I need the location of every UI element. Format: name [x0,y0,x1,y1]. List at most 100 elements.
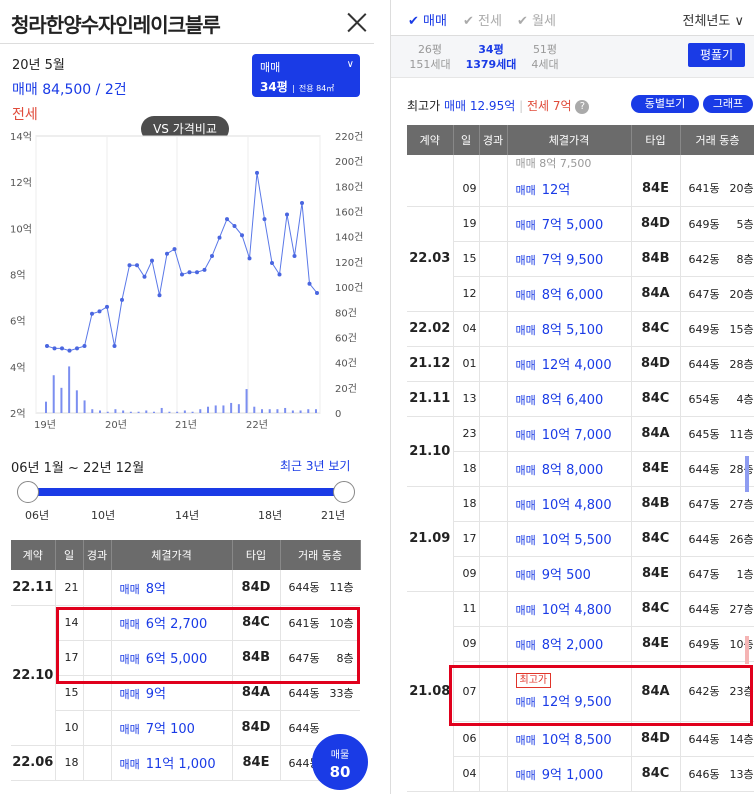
price-value: 8억 [145,581,166,597]
price-point [202,267,207,272]
volume-bar [114,409,117,413]
listings-fab[interactable]: 매물 80 [312,734,368,790]
table-row[interactable]: 21.11 13 매매 8억 6,400 84C 654동 4층 [407,381,754,417]
table-row[interactable]: 04 매매 9억 1,000 84C 646동 13층 [407,756,754,792]
dong-view-button[interactable]: 동별보기 [631,95,699,113]
contract-day: 13 [453,381,480,417]
table-row[interactable]: 22.02 04 매매 8억 5,100 84C 649동 15층 [407,311,754,347]
slider-tick: 10년 [91,509,116,522]
recent-3y-button[interactable]: 최근 3년 보기 [280,459,351,473]
deal-kind: 매매 [119,688,140,701]
volume-bar [168,411,171,413]
contract-day: 01 [453,346,480,382]
tab-jeonse[interactable]: ✔ 전세 [463,14,502,29]
pyeong-expand-button[interactable]: 평풀기 [688,43,745,67]
price-value: 7억 9,500 [541,253,604,268]
price-point [210,254,214,259]
contract-month: 22.06 [11,745,56,781]
dong: 647동 [288,651,320,665]
tab-monthly[interactable]: ✔ 월세 [517,14,556,29]
table-row[interactable]: 09 매매 8억 2,000 84E 649동 10층 [407,626,754,662]
unit-type: 84C [631,311,681,347]
col-header: 거래 동층 [280,540,361,570]
table-row-highest[interactable]: 07 최고가 매매 12억 9,500 84A 642동 23층 [407,661,754,722]
table-row[interactable]: 18 매매 8억 8,000 84E 644동 28층 [407,451,754,487]
range-slider-end-handle[interactable] [333,481,355,503]
volume-bar [268,409,271,413]
pyeong-tab-26[interactable]: 26평 151세대 [405,42,455,72]
table-row[interactable]: 06 매매 10억 8,500 84D 644동 14층 [407,721,754,757]
contract-day: 09 [453,556,480,592]
unit-type: 84D [631,346,681,382]
table-row[interactable]: 22.10 14 매매 6억 2,700 84C 641동 10층 [11,605,360,746]
volume-bar [83,400,86,413]
deal-price: 매매 8억 [111,570,233,606]
deal-kind: 매매 [119,758,140,771]
price-point [187,270,192,275]
price-point [292,254,297,259]
contract-month: 21.08 [407,591,454,792]
price-point [52,346,57,351]
dong-floor: 647동 27층 [680,486,754,522]
summary-jeonse: 전세 [12,107,38,123]
y-tick-label: 4억 [10,362,26,374]
floor: 11층 [729,427,754,441]
price-point [255,170,259,175]
table-row[interactable]: 21.08 11 매매 10억 4,800 84C 644동 27층 [407,591,754,792]
tab-sale[interactable]: ✔ 매매 [408,14,447,29]
price-chart: 14억 12억 10억 8억 6억 4억 2억 220건 200건 180건 160건 140건 120… [10,131,363,431]
elapsed [479,721,508,757]
contract-day: 12 [453,276,480,312]
price-value: 8억 6,400 [541,393,604,408]
table-row[interactable]: 22.06 18 매매 11억 1,000 84E 644동 [11,745,360,781]
price-point [135,263,139,268]
elapsed [479,451,508,487]
right-table-viewport[interactable]: 계약 일 경과 체결가격 타입 거래 동층 매매 8억 7,500 09 매매 12… [407,125,754,794]
year-select[interactable]: 전체년도 ∨ [683,10,745,29]
volume-bar [160,407,163,413]
table-row[interactable]: 15 매매 9억 84A 644동 33층 [11,675,360,711]
range-slider-track[interactable] [28,488,344,496]
floor: 23층 [729,685,754,698]
table-row[interactable]: 21.09 18 매매 10억 4,800 84B 647동 27층 [407,486,754,592]
pyeong-units: 4세대 [531,58,559,71]
volume-bar [99,410,101,413]
price-summary: 20년 5월 매매 84,500 / 2건 전세 [12,54,127,124]
graph-button[interactable]: 그래프 [703,95,753,113]
pyeong-selector[interactable]: 매매 ∨ 34평 | 전용 84㎡ [252,54,360,97]
help-icon[interactable]: ? [575,99,590,114]
table-row[interactable]: 09 매매 9억 500 84E 647동 1층 [407,556,754,592]
deal-price: 매매 8억 8,000 [507,451,632,487]
contract-month: 22.10 [11,605,56,746]
table-row[interactable]: 10 매매 7억 100 84D 644동 [11,710,360,746]
contract-day: 18 [453,451,480,487]
pyeong-tab-51[interactable]: 51평 4세대 [528,42,562,72]
right-panel: ✔ 매매 ✔ 전세 ✔ 월세 전체년도 ∨ 26평 151세대 34평 1379세대… [390,0,754,794]
deal-price: 매매 12억 [507,171,632,207]
price-point [67,348,72,353]
contract-day: 09 [453,171,480,207]
volume-bar [245,389,248,413]
contract-day: 06 [453,721,480,757]
table-row[interactable]: 17 매매 6억 5,000 84B 647동 8층 [11,640,360,676]
plot-area [35,135,321,414]
table-row[interactable]: 21.12 01 매매 12억 4,000 84D 644동 28층 [407,346,754,382]
y-tick-label: 12억 [10,177,32,189]
range-slider-start-handle[interactable] [17,481,39,503]
dong: 644동 [288,721,320,735]
contract-day: 10 [55,710,84,746]
table-row[interactable]: 09 매매 12억 84E 641동 20층 [407,171,754,207]
table-row[interactable]: 17 매매 10억 5,500 84C 644동 26층 [407,521,754,557]
close-icon[interactable] [346,11,368,33]
pyeong-tab-34[interactable]: 34평 1379세대 [463,42,519,72]
unit-type: 84B [631,486,681,522]
col-header: 타입 [232,540,281,570]
floor: 20층 [729,287,754,301]
deal-kind: 매매 [515,604,536,617]
table-row[interactable]: 21.10 23 매매 10억 7,000 84A 645동 11층 [407,416,754,487]
table-row[interactable]: 12 매매 8억 6,000 84A 647동 20층 [407,276,754,312]
table-row[interactable]: 22.11 21 매매 8억 84D 644동 11층 [11,570,360,606]
table-row[interactable]: 22.03 19 매매 7억 5,000 84D 649동 5층 [407,206,754,312]
table-row[interactable]: 15 매매 7억 9,500 84B 642동 8층 [407,241,754,277]
dong-floor: 642동 8층 [680,241,754,277]
